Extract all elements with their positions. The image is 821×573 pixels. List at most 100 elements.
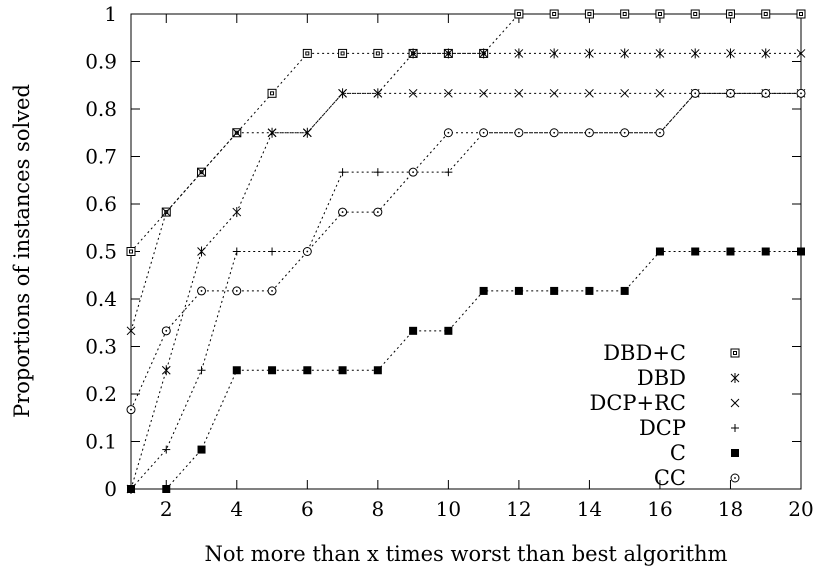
data-point-cc	[690, 88, 700, 98]
series-cc	[126, 88, 806, 415]
x-tick-label: 20	[788, 497, 813, 521]
data-point-cc	[408, 167, 418, 177]
x-tick-label: 14	[577, 497, 602, 521]
data-point-dbd-c	[690, 9, 700, 19]
data-point-cc	[620, 128, 630, 138]
data-point-c	[514, 286, 523, 295]
data-point-dcp	[373, 168, 382, 177]
data-point-dcp-rc	[655, 88, 665, 98]
series-line-dcp-rc	[130, 92, 801, 331]
data-point-dbd-c	[620, 9, 630, 19]
data-point-dbd	[796, 48, 806, 59]
y-tick-label: 0.6	[85, 192, 117, 216]
data-point-c	[338, 366, 347, 375]
data-point-dcp-rc	[585, 88, 594, 98]
legend-label-dcp: DCP	[639, 416, 686, 440]
data-point-dbd-c	[584, 9, 594, 19]
legend-label-cc: CC	[654, 466, 686, 490]
data-point-cc	[267, 286, 277, 296]
data-point-c	[479, 286, 488, 295]
data-point-dbd	[585, 48, 594, 59]
data-point-cc	[655, 128, 665, 138]
series-dbd	[126, 48, 806, 494]
axis-ticks: 00.10.20.30.40.50.60.70.80.912 4 6 8 10 12 14 1…	[85, 2, 814, 521]
data-point-dbd	[690, 48, 700, 59]
data-point-c	[444, 326, 453, 335]
data-point-dcp-rc	[620, 88, 630, 98]
data-point-dcp-rc	[373, 88, 383, 98]
y-tick-label: 0.3	[85, 335, 117, 359]
data-point-dcp-rc	[444, 88, 453, 98]
data-point-dbd	[197, 246, 206, 257]
data-point-dcp-rc	[232, 128, 242, 138]
data-point-dcp	[197, 366, 206, 375]
x-axis-title: Not more than x times worst than best al…	[205, 542, 728, 566]
data-point-dbd	[408, 48, 418, 59]
x-tick-label: 12	[506, 497, 531, 521]
data-point-dbd-c	[725, 9, 735, 19]
data-point-dcp	[268, 247, 277, 256]
data-point-dcp-rc	[514, 88, 524, 98]
data-point-cc	[796, 88, 806, 98]
legend-marker-c	[731, 449, 739, 457]
data-point-dcp	[232, 247, 241, 256]
y-tick-label: 1	[104, 2, 117, 26]
y-tick-label: 0.9	[85, 50, 117, 74]
data-point-c	[303, 366, 312, 375]
data-point-dbd	[620, 48, 630, 59]
data-point-cc	[584, 128, 594, 138]
data-point-dcp-rc	[197, 167, 206, 177]
y-axis-title: Proportions of instances solved	[10, 84, 34, 418]
data-point-c	[232, 366, 241, 375]
series-line-cc	[130, 92, 801, 410]
y-tick-label: 0.8	[85, 97, 117, 121]
y-tick-label: 0.4	[85, 287, 117, 311]
y-tick-label: 0.7	[85, 145, 117, 169]
x-tick-label: 2	[160, 497, 173, 521]
data-point-cc	[197, 286, 207, 296]
data-point-dbd	[444, 48, 453, 59]
data-point-dbd	[479, 48, 488, 59]
legend-marker-cc	[730, 473, 740, 483]
data-point-c	[691, 247, 700, 256]
data-point-dbd	[232, 207, 242, 218]
data-point-cc	[514, 128, 524, 138]
data-point-c	[585, 286, 594, 295]
y-tick-label: 0.1	[85, 430, 117, 454]
data-point-cc	[479, 128, 489, 138]
data-point-dcp-rc	[161, 207, 171, 217]
x-tick-label: 8	[371, 497, 384, 521]
series-c	[127, 247, 805, 493]
data-point-c	[127, 485, 135, 493]
data-point-cc	[761, 88, 771, 98]
x-tick-label: 16	[647, 497, 672, 521]
data-point-dbd	[514, 48, 524, 59]
legend-marker-dbd-c	[730, 348, 740, 358]
data-point-dbd-c	[514, 9, 524, 19]
legend-marker-dcp	[731, 424, 739, 432]
data-point-cc	[443, 128, 453, 138]
data-point-dbd	[655, 48, 665, 59]
data-point-dbd-c	[267, 88, 277, 98]
data-point-cc	[232, 286, 242, 296]
data-point-cc	[126, 405, 136, 415]
data-point-c	[268, 366, 277, 375]
data-point-dcp	[162, 445, 171, 454]
data-point-c	[550, 286, 559, 295]
data-point-cc	[549, 128, 559, 138]
data-point-c	[373, 366, 382, 375]
data-point-dcp-rc	[126, 326, 136, 336]
data-point-dcp	[338, 168, 347, 177]
data-point-dbd-c	[549, 9, 559, 19]
data-point-dbd-c	[338, 48, 348, 58]
data-point-dcp-rc	[267, 128, 277, 138]
series-dcp-rc	[126, 88, 806, 336]
data-point-c	[726, 247, 735, 256]
data-point-c	[655, 247, 664, 256]
data-point-c	[620, 286, 629, 295]
data-point-cc	[725, 88, 735, 98]
x-tick-label: 6	[301, 497, 314, 521]
data-point-cc	[161, 326, 171, 336]
data-point-dcp-rc	[302, 128, 312, 138]
legend-label-c: C	[670, 441, 686, 465]
